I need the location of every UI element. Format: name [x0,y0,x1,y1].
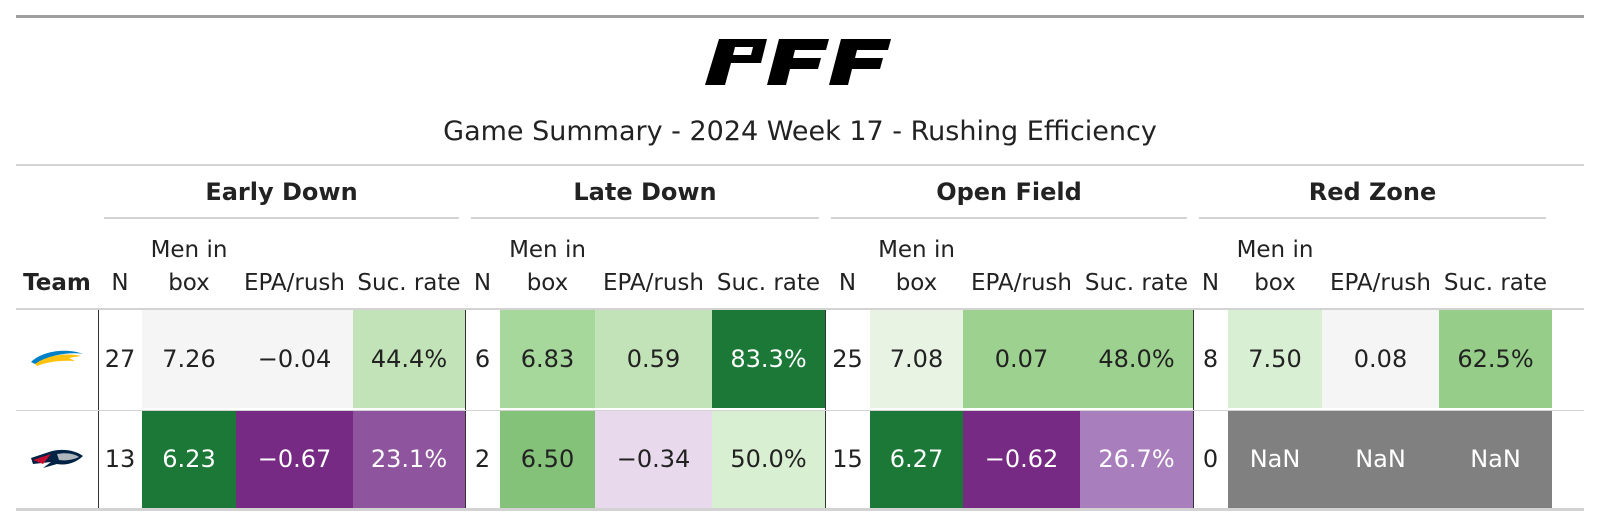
column-header-line2: EPA/rush [970,270,1072,296]
table-cell: 6.27 [870,410,963,508]
column-header-line1: Men in [1236,237,1314,263]
table-cell: NaN [1322,410,1439,508]
group-rule [831,217,1187,219]
column-header-line2: N [473,270,492,296]
column-divider [465,310,466,508]
group-header-early-down: Early Down [205,178,358,206]
column-header-suc-rate: Suc. rate [353,230,465,300]
table-cell: 15 [825,410,870,508]
header-rule [16,308,1584,310]
column-header-n: N [1193,230,1228,300]
table-cell: 44.4% [353,310,465,408]
table-cell: 6.83 [500,310,595,408]
column-header-line2: box [526,270,569,296]
pff-logo [705,39,891,85]
table-cell: −0.62 [963,410,1080,508]
column-header-label: Team [23,270,91,296]
team-cell [16,310,98,408]
table-cell: 83.3% [712,310,825,408]
table-cell: 0 [1193,410,1228,508]
team-cell [16,410,98,508]
column-header-epa-rush: EPA/rush [1322,230,1439,300]
column-header-team: Team [16,230,98,300]
column-header-n: N [98,230,142,300]
table-cell: 7.08 [870,310,963,408]
column-divider [825,310,826,508]
column-header-n: N [825,230,870,300]
column-header-epa-rush: EPA/rush [236,230,353,300]
column-header-line2: EPA/rush [1329,270,1431,296]
column-header-box: Men in box [142,230,236,300]
column-header-suc-rate: Suc. rate [712,230,825,300]
group-rule [1199,217,1546,219]
table-cell: −0.67 [236,410,353,508]
row-rule [16,410,1584,411]
column-header-line2: box [168,270,210,296]
column-header-line2: Suc. rate [1084,270,1189,296]
table-cell: 62.5% [1439,310,1552,408]
column-header-box: Men in box [1228,230,1322,300]
table-cell: 23.1% [353,410,465,508]
table-cell: NaN [1228,410,1322,508]
column-header-line2: EPA/rush [243,270,345,296]
chargers-logo-icon [31,350,83,366]
column-header-line2: N [1201,270,1220,296]
table-title: Game Summary - 2024 Week 17 - Rushing Ef… [443,116,1157,147]
table-cell: 0.08 [1322,310,1439,408]
column-header-suc-rate: Suc. rate [1080,230,1193,300]
group-rule [104,217,459,219]
column-header-box: Men in box [500,230,595,300]
column-header-n: N [465,230,500,300]
table-cell: 25 [825,310,870,408]
table-cell: 6.23 [142,410,236,508]
table-cell: 7.50 [1228,310,1322,408]
column-header-line2: Suc. rate [716,270,821,296]
column-header-line2: Suc. rate [1443,270,1548,296]
column-header-epa-rush: EPA/rush [963,230,1080,300]
table-cell: 6 [465,310,500,408]
column-header-box: Men in box [870,230,963,300]
table-cell: 13 [98,410,142,508]
column-header-line2: N [838,270,857,296]
column-header-suc-rate: Suc. rate [1439,230,1552,300]
table-cell: 50.0% [712,410,825,508]
table-cell: 0.07 [963,310,1080,408]
column-header-line2: Suc. rate [357,270,461,296]
column-header-line1: Men in [878,237,955,263]
column-divider [98,310,99,508]
column-header-epa-rush: EPA/rush [595,230,712,300]
table-cell: 7.26 [142,310,236,408]
table-cell: 2 [465,410,500,508]
column-header-line1: Men in [150,237,228,263]
column-header-line2: box [895,270,938,296]
column-header-line1: Men in [509,237,586,263]
group-rule [471,217,819,219]
column-header-line2: box [1254,270,1296,296]
patriots-logo-icon [31,449,83,468]
group-header-open-field: Open Field [936,178,1082,206]
table-cell: 8 [1193,310,1228,408]
table-cell: 27 [98,310,142,408]
bottom-rule [16,508,1584,511]
table-cell: NaN [1439,410,1552,508]
table-cell: 26.7% [1080,410,1193,508]
table-cell: 0.59 [595,310,712,408]
title-rule [16,164,1584,166]
table-cell: −0.04 [236,310,353,408]
table-cell: −0.34 [595,410,712,508]
table-cell: 48.0% [1080,310,1193,408]
column-header-line2: N [111,270,129,296]
column-header-line2: EPA/rush [602,270,704,296]
table-cell: 6.50 [500,410,595,508]
group-header-red-zone: Red Zone [1308,178,1437,206]
column-divider [1193,310,1194,508]
group-header-late-down: Late Down [573,178,717,206]
top-rule [16,15,1584,18]
